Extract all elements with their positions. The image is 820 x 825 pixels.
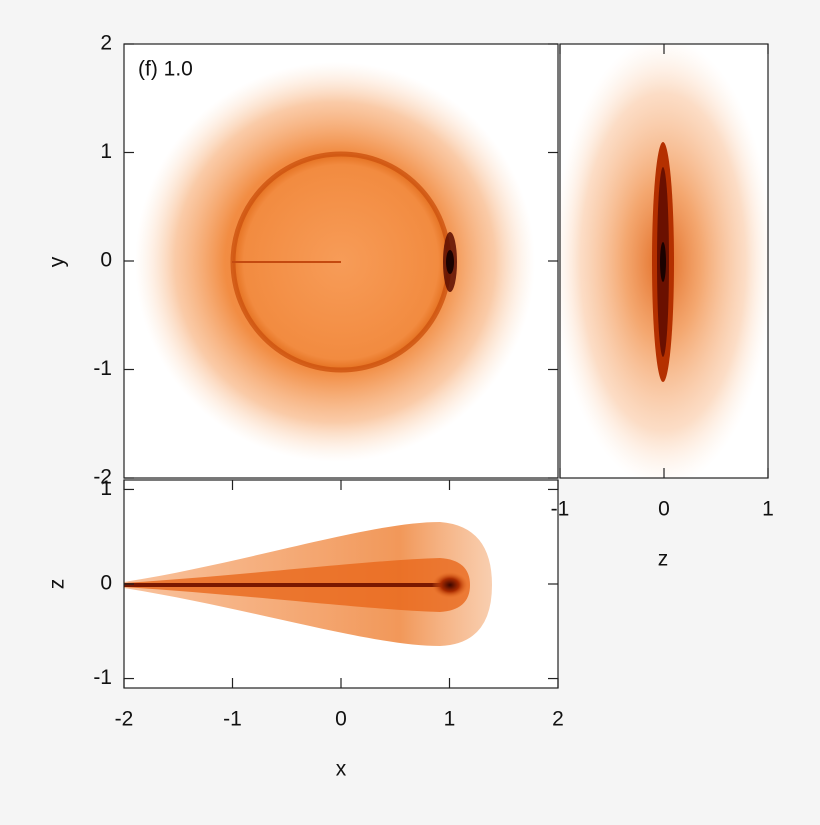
y-axis-label: y xyxy=(46,256,69,267)
x-tick-label: 1 xyxy=(762,498,774,521)
y-tick-label: 1 xyxy=(100,477,112,500)
y-tick-label: 2 xyxy=(100,32,112,55)
y-tick-label: -2 xyxy=(93,466,112,489)
x-tick-label: 1 xyxy=(444,708,456,731)
x-tick-label: 0 xyxy=(658,498,670,521)
x-tick-label: 0 xyxy=(335,708,347,731)
y-tick-label: 1 xyxy=(100,140,112,163)
y-tick-label: 0 xyxy=(100,249,112,272)
panel-label: (f) 1.0 xyxy=(138,58,193,81)
density-zy xyxy=(560,44,768,478)
x-tick-label: 2 xyxy=(552,708,564,731)
y-tick-label: 0 xyxy=(100,572,112,595)
x-axis-label: x xyxy=(336,758,347,781)
y-axis-label: z xyxy=(46,579,69,590)
x-axis-label: z xyxy=(658,548,669,571)
y-tick-label: -1 xyxy=(93,666,112,689)
x-tick-label: -1 xyxy=(223,708,242,731)
density-xy xyxy=(135,62,535,462)
x-tick-label: -1 xyxy=(551,498,570,521)
y-tick-label: -1 xyxy=(93,357,112,380)
density-xz xyxy=(124,522,492,646)
x-tick-label: -2 xyxy=(115,708,134,731)
